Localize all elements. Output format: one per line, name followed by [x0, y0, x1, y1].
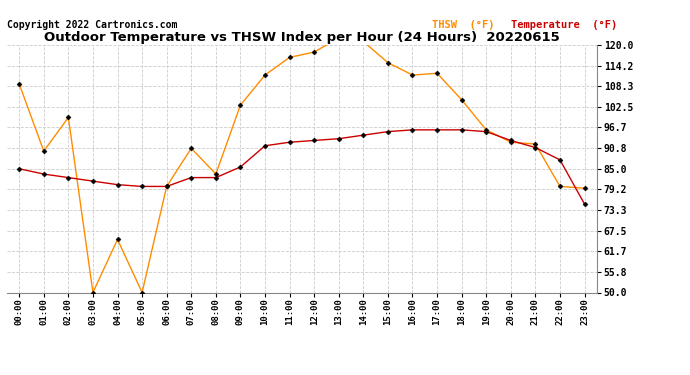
THSW  (°F)	[89, 290, 97, 295]
THSW  (°F)	[187, 146, 195, 150]
Text: THSW  (°F): THSW (°F)	[432, 20, 494, 30]
Temperature  (°F)	[580, 202, 589, 206]
THSW  (°F)	[212, 172, 220, 176]
Temperature  (°F)	[310, 138, 318, 143]
THSW  (°F)	[163, 184, 171, 189]
THSW  (°F)	[236, 103, 244, 107]
Temperature  (°F)	[89, 179, 97, 183]
THSW  (°F)	[64, 115, 72, 120]
THSW  (°F)	[531, 142, 540, 146]
Temperature  (°F)	[138, 184, 146, 189]
THSW  (°F)	[359, 39, 368, 44]
Temperature  (°F)	[163, 184, 171, 189]
Title: Outdoor Temperature vs THSW Index per Hour (24 Hours)  20220615: Outdoor Temperature vs THSW Index per Ho…	[44, 31, 560, 44]
Temperature  (°F)	[482, 129, 491, 134]
THSW  (°F)	[310, 50, 318, 54]
THSW  (°F)	[433, 71, 441, 75]
Temperature  (°F)	[335, 136, 343, 141]
THSW  (°F)	[580, 186, 589, 190]
THSW  (°F)	[556, 184, 564, 189]
Temperature  (°F)	[408, 128, 417, 132]
Temperature  (°F)	[506, 138, 515, 143]
Text: Temperature  (°F): Temperature (°F)	[511, 20, 618, 30]
Temperature  (°F)	[39, 172, 48, 176]
Temperature  (°F)	[64, 176, 72, 180]
Line: THSW  (°F): THSW (°F)	[17, 36, 586, 294]
Temperature  (°F)	[384, 129, 392, 134]
Temperature  (°F)	[212, 176, 220, 180]
Temperature  (°F)	[261, 144, 269, 148]
Temperature  (°F)	[187, 176, 195, 180]
THSW  (°F)	[335, 36, 343, 40]
THSW  (°F)	[113, 237, 121, 242]
THSW  (°F)	[15, 82, 23, 86]
THSW  (°F)	[138, 290, 146, 295]
THSW  (°F)	[261, 73, 269, 77]
THSW  (°F)	[286, 55, 294, 60]
Temperature  (°F)	[286, 140, 294, 144]
THSW  (°F)	[408, 73, 417, 77]
Temperature  (°F)	[531, 145, 540, 150]
THSW  (°F)	[506, 140, 515, 144]
Line: Temperature  (°F): Temperature (°F)	[17, 128, 586, 206]
Text: Copyright 2022 Cartronics.com: Copyright 2022 Cartronics.com	[7, 20, 177, 30]
Temperature  (°F)	[433, 128, 441, 132]
Temperature  (°F)	[457, 128, 466, 132]
Temperature  (°F)	[113, 182, 121, 187]
THSW  (°F)	[457, 98, 466, 102]
THSW  (°F)	[384, 60, 392, 65]
THSW  (°F)	[39, 149, 48, 153]
Temperature  (°F)	[556, 158, 564, 162]
Temperature  (°F)	[15, 166, 23, 171]
Temperature  (°F)	[359, 133, 368, 137]
Temperature  (°F)	[236, 165, 244, 169]
THSW  (°F)	[482, 128, 491, 132]
